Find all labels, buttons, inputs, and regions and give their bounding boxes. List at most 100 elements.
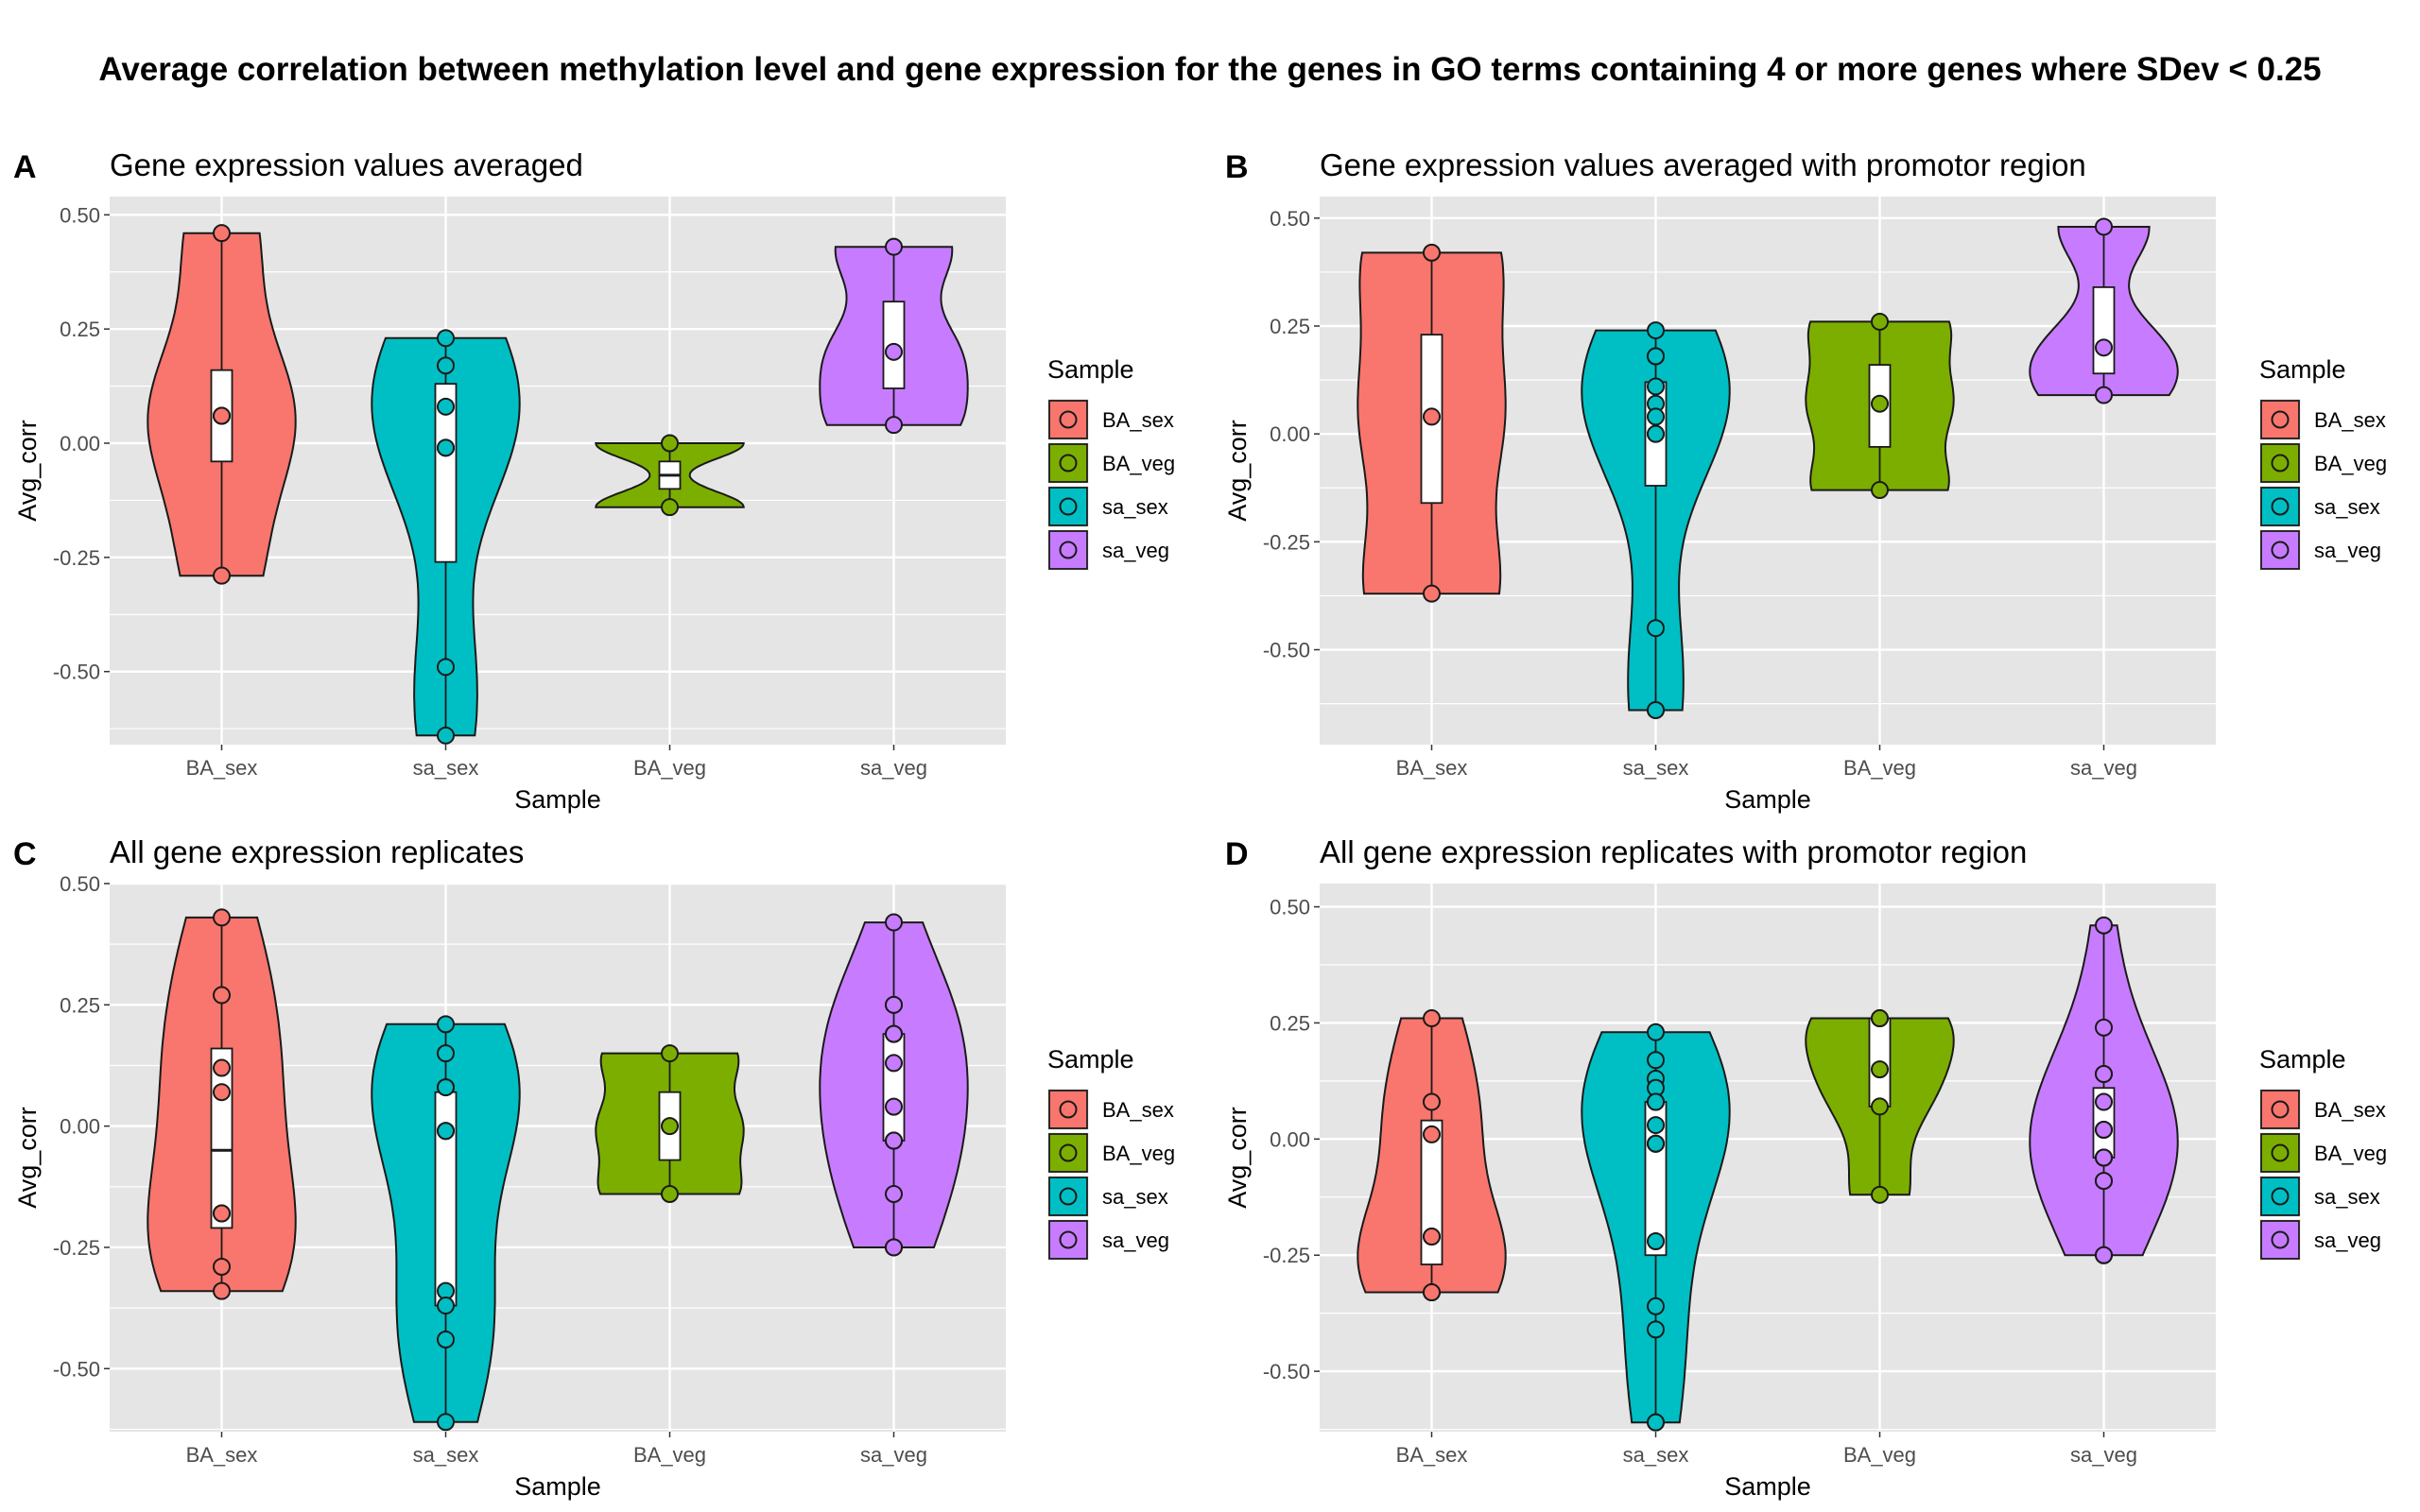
data-point [213,1204,231,1223]
legend-swatch [1048,1133,1088,1173]
legend-swatch [2260,443,2300,483]
y-tick-label: 0.50 [60,203,100,227]
x-tick-label: BA_veg [1843,756,1916,780]
x-tick-label: BA_veg [633,756,706,780]
data-point [1647,700,1665,719]
panels: A Gene expression values averaged 0.50 0.25… [13,147,2387,1501]
data-point [661,434,679,453]
x-tick-label: BA_veg [633,1443,706,1467]
legend-label: BA_veg [1102,1142,1175,1165]
panel-letter: D [1225,836,1249,872]
legend-point-icon [2271,410,2290,429]
x-tick-label: BA_sex [186,756,258,780]
y-tick-label: 0.00 [60,432,100,455]
violin-group-sa-veg [2029,916,2179,1264]
y-tick-label: 0.50 [60,872,100,896]
legend-point-icon [2271,497,2290,516]
data-point [885,237,903,256]
legend-item-ba-veg: BA_veg [1047,442,1175,484]
y-axis-title: Avg_corr [1223,1107,1252,1209]
data-point [213,1083,231,1102]
data-point [1423,407,1441,426]
y-tick-label: 0.25 [60,993,100,1017]
violin-group-ba-sex [147,224,297,585]
legend-point-icon [2271,1187,2290,1206]
panel-title: Gene expression values averaged with pro… [1320,147,2086,182]
data-point [2095,1092,2113,1111]
y-tick-label: 0.25 [1270,315,1310,338]
data-point [2095,217,2113,236]
y-tick-label: -0.25 [1263,1244,1310,1267]
data-point [1423,1283,1441,1302]
data-point [1647,347,1665,366]
panel-letter: C [13,836,37,872]
legend-point-icon [1059,410,1078,429]
data-point [437,1078,455,1097]
violin-group-sa-veg [819,237,969,435]
legend-item-ba-sex: BA_sex [1047,399,1174,440]
data-point [1423,1092,1441,1111]
data-point [1647,1116,1665,1135]
y-tick-label: -0.50 [1263,639,1310,662]
data-point [885,1097,903,1116]
data-point [885,1238,903,1257]
violin-group-sa-sex [1581,321,1731,719]
x-tick-label: sa_sex [413,1443,479,1467]
legend-item-ba-sex: BA_sex [1047,1089,1174,1130]
data-point [437,329,455,348]
x-tick-label: BA_sex [1396,1443,1468,1467]
panel-title: All gene expression replicates [110,834,524,869]
data-point [1423,243,1441,262]
data-point [661,1044,679,1063]
data-point [213,566,231,585]
violin-group-ba-veg [1805,1009,1955,1204]
panel-title: All gene expression replicates with prom… [1320,834,2027,869]
data-point [1647,377,1665,396]
legend-swatch [1048,487,1088,526]
data-point [1871,1009,1889,1028]
data-point [437,1413,455,1432]
data-point [213,908,231,927]
y-tick-label: 0.00 [1270,1127,1310,1151]
data-point [885,1131,903,1150]
data-point [1871,394,1889,413]
data-point [437,1122,455,1141]
panel-letter: A [13,149,37,185]
legend-item-sa-veg: sa_veg [2259,529,2381,571]
violin-group-ba-sex [1357,243,1507,603]
legend-point-icon [1059,1230,1078,1249]
x-tick-label: sa_veg [2070,1443,2137,1467]
legend-label: BA_veg [2314,452,2387,475]
legend-label: BA_sex [1102,1098,1174,1122]
legend-label: sa_veg [2314,539,2381,562]
legend-swatch [1048,1090,1088,1129]
data-point [1647,1320,1665,1339]
legend-item-sa-sex: sa_sex [2259,486,2380,527]
data-point [885,416,903,435]
data-point [1423,1009,1441,1028]
legend-label: BA_sex [2314,408,2386,432]
legend-point-icon [2271,1230,2290,1249]
data-point [2095,916,2113,935]
y-tick-label: 0.50 [1270,896,1310,919]
data-point [2095,1246,2113,1264]
data-point [2095,1121,2113,1140]
legend-item-sa-veg: sa_veg [1047,1219,1169,1261]
y-tick-label: -0.25 [53,546,100,570]
legend-swatch [1048,1177,1088,1216]
y-tick-label: 0.00 [60,1115,100,1139]
x-tick-label: BA_sex [186,1443,258,1467]
x-tick-label: sa_sex [1623,756,1689,780]
data-point [213,1058,231,1077]
y-tick-label: -0.25 [53,1236,100,1260]
violin-group-ba-veg [595,434,745,517]
legend-title: Sample [2259,355,2346,384]
data-point [1647,1413,1665,1432]
box [434,383,458,563]
legend-item-ba-sex: BA_sex [2259,1089,2386,1130]
data-point [2095,1172,2113,1191]
legend-item-sa-veg: sa_veg [1047,529,1169,571]
legend-title: Sample [1047,1045,1134,1074]
data-point [661,498,679,517]
legend-point-icon [1059,1100,1078,1119]
